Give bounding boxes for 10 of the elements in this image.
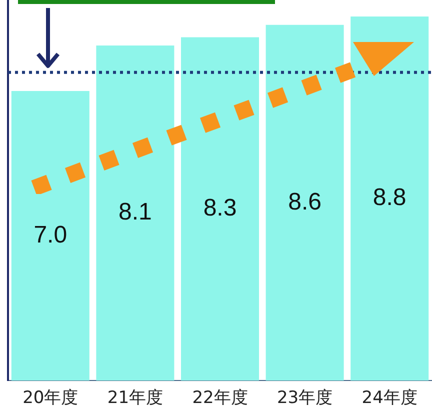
x-tick-label: 23年度 bbox=[276, 388, 333, 408]
data-label: 8.6 bbox=[288, 188, 322, 216]
data-label: 8.1 bbox=[118, 198, 152, 226]
x-tick-label: 20年度 bbox=[22, 388, 78, 408]
data-label: 8.3 bbox=[203, 194, 237, 222]
x-tick-label: 21年度 bbox=[107, 388, 164, 408]
data-label: 8.8 bbox=[372, 184, 406, 212]
x-tick-label: 22年度 bbox=[192, 388, 248, 408]
x-tick-label: 24年度 bbox=[362, 388, 418, 408]
data-label: 7.0 bbox=[34, 221, 68, 248]
